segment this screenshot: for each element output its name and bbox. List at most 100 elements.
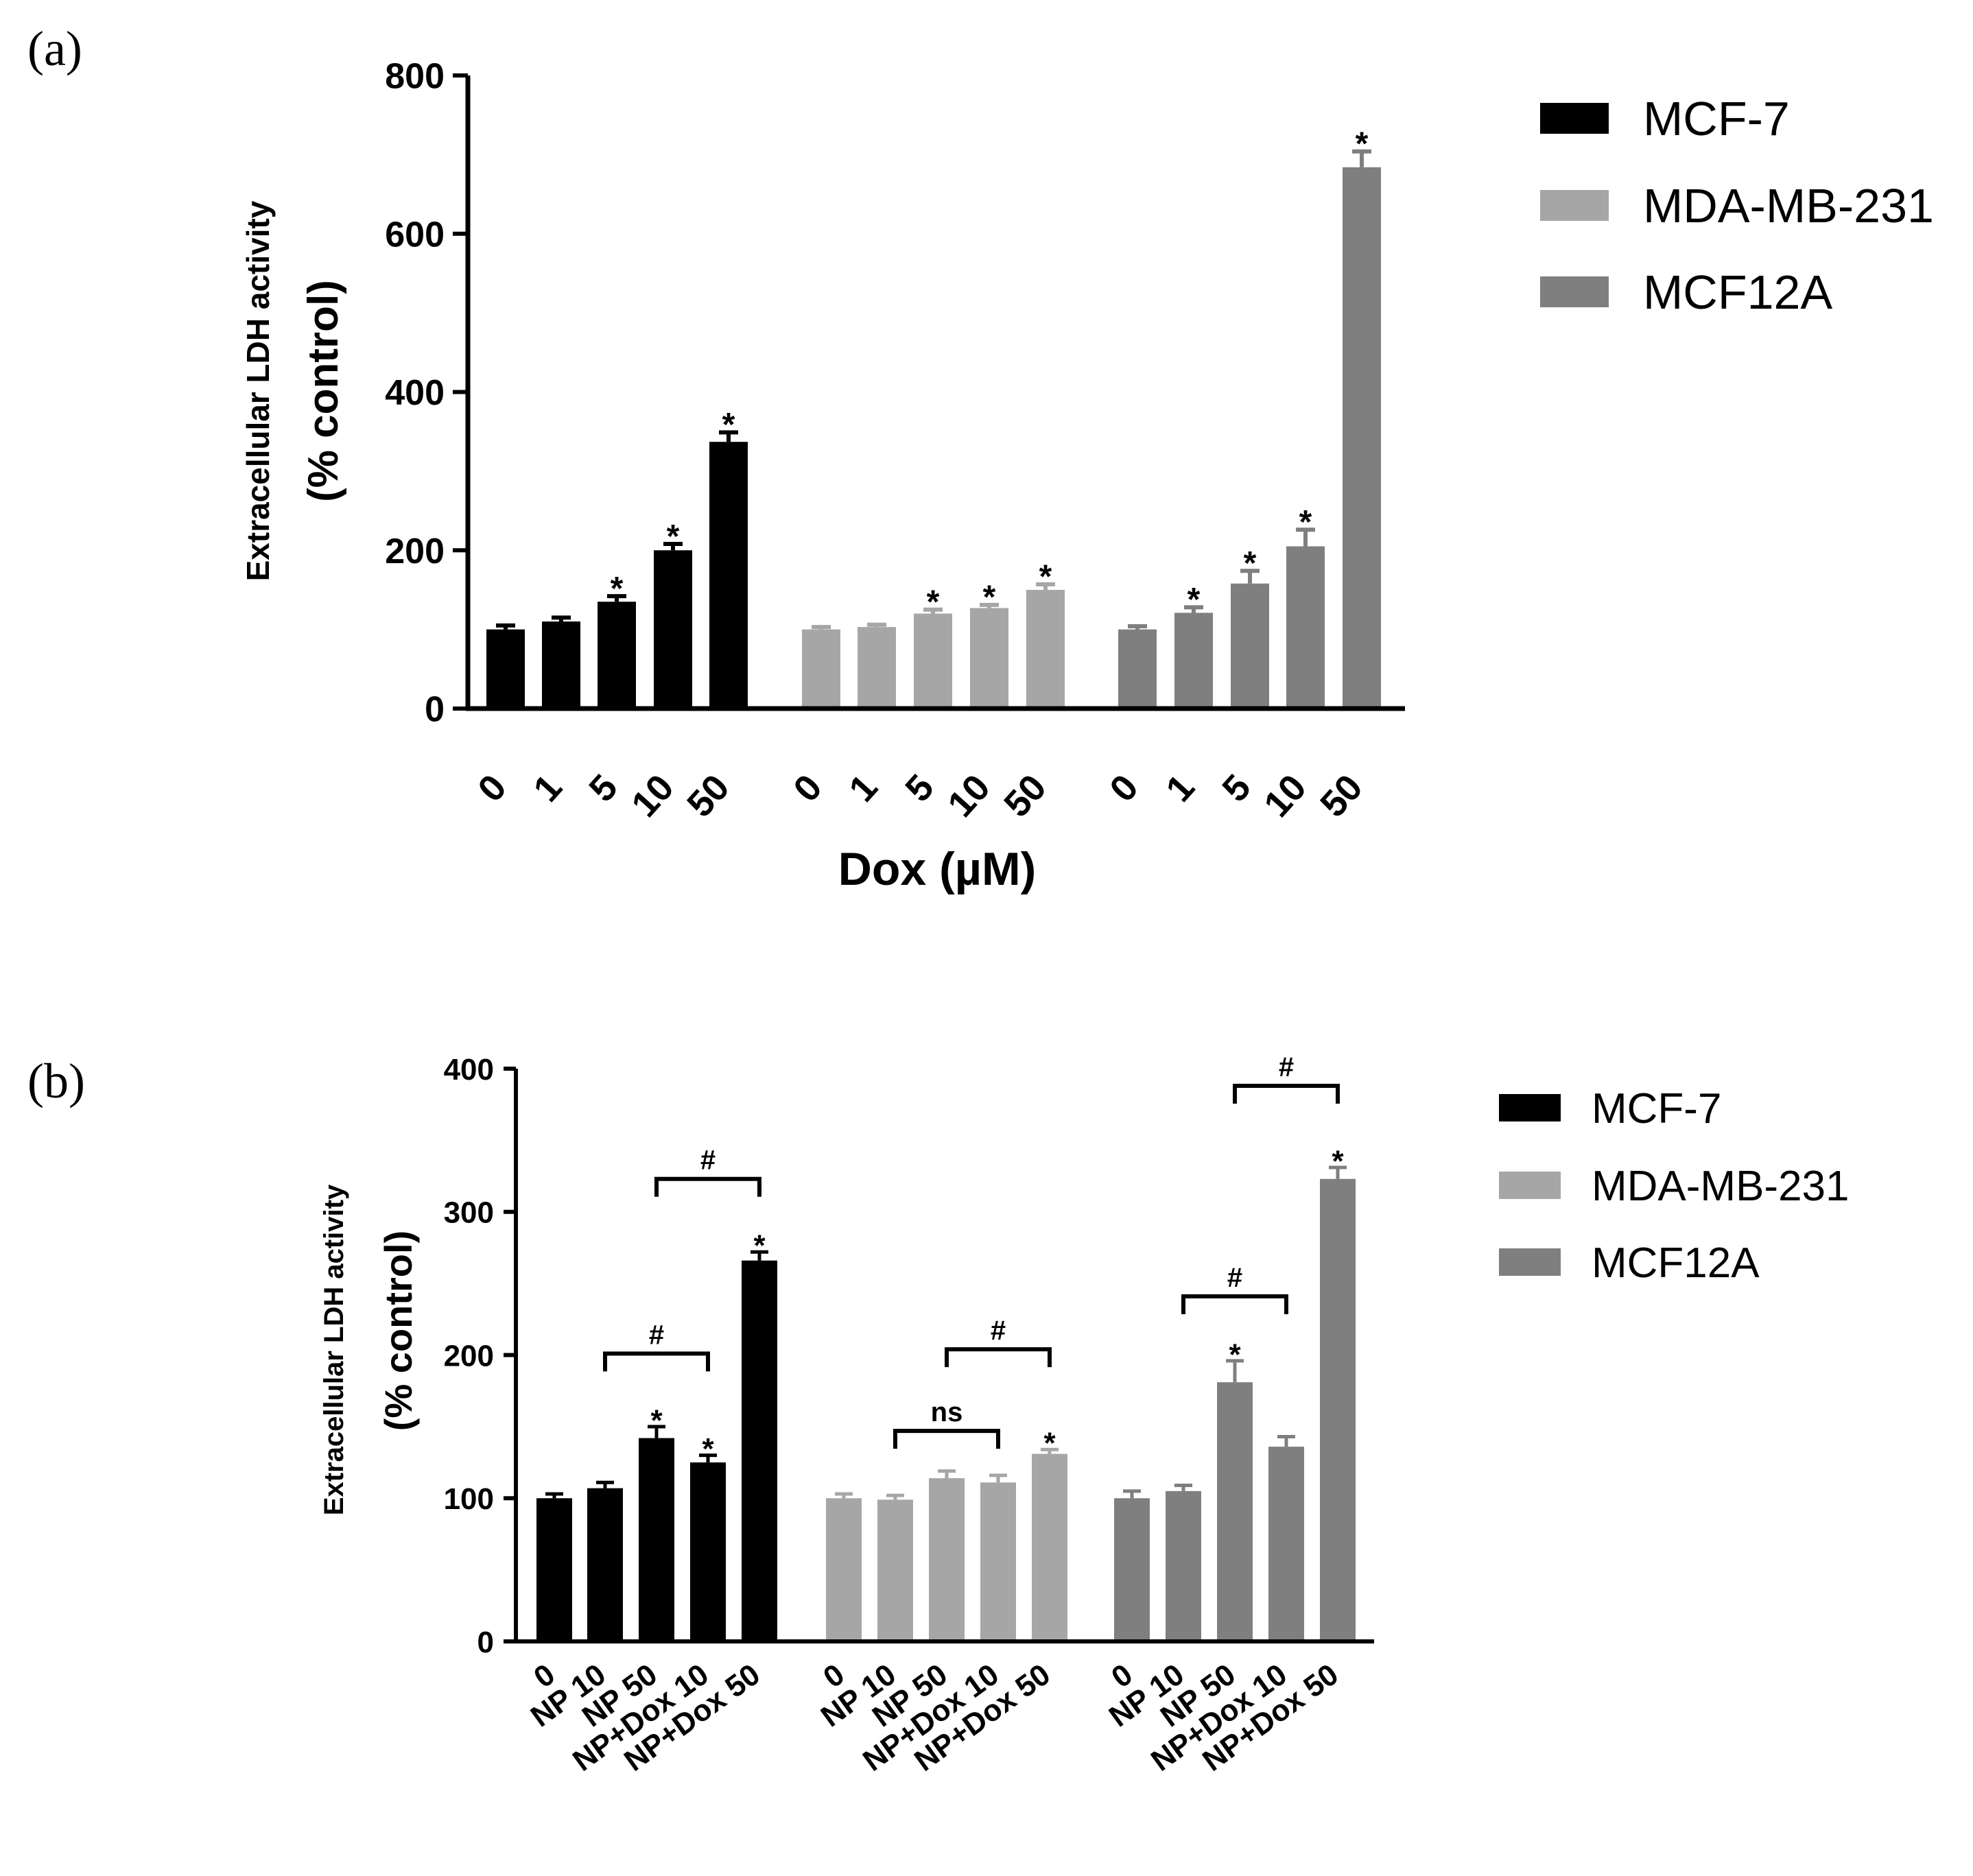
b-bar-g1-4	[1032, 1453, 1067, 1641]
a-x-tick-label-g2-3: 10	[1256, 767, 1314, 825]
a-error-bar-g0-2	[607, 594, 626, 602]
a-bar-g1-2	[914, 613, 952, 709]
panel-a-legend-item-mcf12a: MCF12A	[1540, 265, 1832, 319]
panel-a: (a) Extracellular LDH activity (% contro…	[27, 21, 1934, 895]
a-bar-g0-2	[598, 602, 636, 709]
a-y-tick-label-2: 400	[385, 373, 445, 413]
panel-b-label: (b)	[27, 1054, 85, 1108]
b-bar-g2-0	[1114, 1498, 1150, 1641]
a-error-bar-g2-1	[1184, 605, 1203, 613]
a-bar-g2-2	[1231, 583, 1269, 709]
panel-b-brackets: # # ns # # #	[603, 1052, 1340, 1449]
a-sig-mark-g1-4: *	[1039, 559, 1052, 595]
b-y-tick-label-1: 100	[444, 1482, 494, 1516]
panel-a-legend-swatch-mdamb231	[1540, 190, 1609, 221]
b-y-tick-label-2: 200	[444, 1339, 494, 1373]
a-sig-mark-g2-1: *	[1188, 582, 1201, 618]
b-bar-g1-2	[929, 1478, 965, 1641]
b-error-bar-g2-3	[1277, 1434, 1295, 1447]
panel-b-legend: MCF-7 MDA-MB-231 MCF12A	[1499, 1085, 1850, 1287]
b-y-tick-label-3: 300	[444, 1196, 494, 1230]
a-y-tick-label-3: 600	[385, 215, 445, 254]
b-bracket-line-3	[945, 1347, 1052, 1368]
a-bar-g0-4	[709, 442, 748, 709]
b-bar-g0-1	[587, 1488, 623, 1641]
b-bracket-1: #	[654, 1145, 761, 1197]
b-error-bar-g1-0	[835, 1492, 853, 1499]
a-x-tick-label-g2-4: 50	[1312, 767, 1371, 825]
b-bracket-label-1: #	[700, 1145, 716, 1176]
a-error-bar-g0-4	[719, 430, 738, 442]
panel-b-legend-label-mdamb231: MDA-MB-231	[1592, 1163, 1850, 1210]
a-error-bar-g1-2	[923, 607, 943, 614]
b-error-bar-g2-1	[1174, 1483, 1192, 1491]
b-error-bar-g0-1	[596, 1480, 614, 1488]
a-sig-mark-g2-3: *	[1299, 504, 1312, 541]
a-bar-g1-0	[802, 629, 840, 709]
panel-a-legend-swatch-mcf7	[1540, 103, 1609, 134]
a-y-tick-label-1: 200	[385, 532, 445, 571]
panel-a-legend-item-mdamb231: MDA-MB-231	[1540, 179, 1934, 233]
a-error-bar-g2-0	[1128, 624, 1147, 630]
b-bar-g2-1	[1166, 1491, 1201, 1641]
panel-b: (b) Extracellular LDH activity (% contro…	[27, 1052, 1850, 1778]
a-x-tick-label-g1-0: 0	[785, 767, 830, 809]
a-x-tick-label-g1-3: 10	[940, 767, 998, 825]
b-bracket-line-1	[654, 1176, 761, 1197]
b-error-bar-g0-0	[545, 1492, 563, 1499]
b-bracket-line-0	[603, 1351, 710, 1372]
a-bar-g1-4	[1026, 589, 1065, 709]
panel-b-legend-swatch-mcf7	[1499, 1094, 1561, 1121]
a-x-tick-label-g1-4: 50	[996, 767, 1054, 825]
b-bar-g2-2	[1217, 1382, 1253, 1641]
b-error-bar-g1-3	[989, 1473, 1007, 1483]
b-bar-g2-3	[1268, 1447, 1304, 1641]
b-bar-g1-0	[826, 1498, 862, 1641]
a-y-tick-label-4: 800	[385, 57, 445, 97]
a-sig-mark-g0-4: *	[722, 407, 735, 443]
a-error-bar-g1-0	[812, 625, 831, 630]
b-bracket-label-2: ns	[931, 1397, 963, 1427]
b-bracket-0: #	[603, 1320, 710, 1372]
b-bracket-label-4: #	[1227, 1263, 1242, 1293]
panel-a-legend-label-mcf7: MCF-7	[1643, 92, 1790, 145]
panel-b-legend-item-mcf7: MCF-7	[1499, 1085, 1721, 1132]
b-error-bar-g2-4	[1329, 1165, 1347, 1179]
b-y-tick-label-4: 400	[444, 1053, 494, 1087]
b-error-bar-g0-2	[648, 1425, 665, 1438]
a-bar-g2-0	[1118, 629, 1157, 709]
panel-a-legend-label-mcf12a: MCF12A	[1643, 265, 1832, 319]
a-error-bar-g2-4	[1352, 149, 1371, 167]
a-error-bar-g0-0	[496, 623, 515, 630]
a-error-bar-g1-4	[1036, 582, 1055, 590]
b-error-bar-g2-2	[1226, 1359, 1244, 1383]
b-sig-mark-g1-4: *	[1043, 1427, 1056, 1460]
a-bar-g2-3	[1286, 546, 1325, 709]
panel-a-legend: MCF-7 MDA-MB-231 MCF12A	[1540, 92, 1934, 319]
b-bar-g2-4	[1320, 1178, 1356, 1641]
a-bar-g0-0	[486, 629, 525, 709]
a-error-bar-g2-3	[1296, 527, 1315, 547]
b-sig-mark-g0-4: *	[753, 1229, 766, 1263]
b-sig-mark-g0-2: *	[650, 1403, 663, 1437]
a-bar-g1-1	[858, 627, 896, 709]
a-sig-mark-g0-2: *	[611, 571, 624, 607]
panel-b-significance-marks: * * * * * *	[650, 1144, 1344, 1466]
a-error-bar-g1-1	[867, 622, 886, 628]
panel-b-legend-swatch-mdamb231	[1499, 1172, 1561, 1199]
a-x-tick-label-g1-1: 1	[841, 767, 886, 809]
b-bracket-2: ns	[893, 1397, 1000, 1449]
b-bracket-5: #	[1233, 1052, 1340, 1104]
b-bracket-line-2	[893, 1429, 1000, 1449]
a-x-tick-label-g2-1: 1	[1158, 767, 1203, 809]
panel-a-y-ticks: 0 200 400 600 800	[385, 57, 468, 730]
panel-b-y-ticks: 0 100 200 300 400	[444, 1053, 516, 1659]
a-y-tick-label-0: 0	[425, 690, 445, 730]
a-error-bar-g1-3	[980, 602, 999, 608]
b-bar-g0-2	[639, 1438, 674, 1641]
b-error-bar-g1-1	[886, 1493, 904, 1500]
panel-b-y-axis-title: Extracellular LDH activity (% control)	[319, 1184, 420, 1515]
a-x-tick-label-g0-0: 0	[470, 767, 515, 809]
